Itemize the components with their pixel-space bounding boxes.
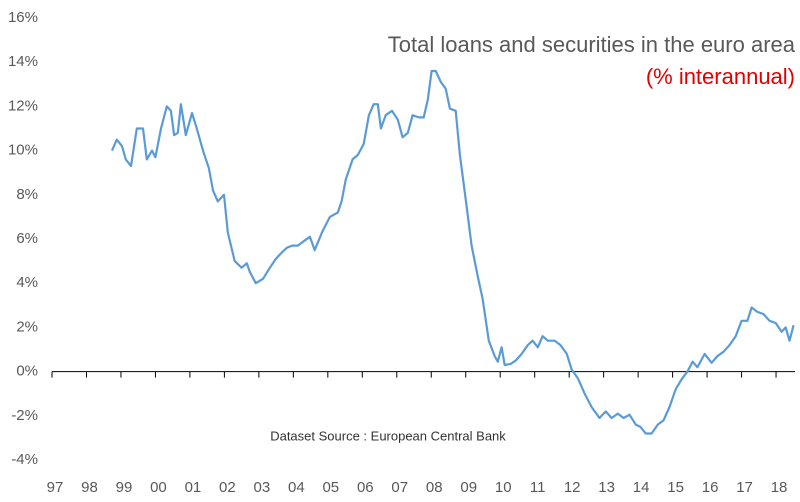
y-tick-label: 2%	[16, 318, 38, 335]
x-tick-label: 09	[460, 479, 477, 496]
x-tick-label: 99	[116, 479, 133, 496]
x-tick-label: 12	[564, 479, 581, 496]
y-tick-label: -2%	[11, 407, 38, 424]
y-tick-label: 10%	[8, 142, 38, 159]
x-tick-label: 11	[530, 479, 546, 496]
x-tick-label: 00	[150, 479, 167, 496]
x-tick-label: 18	[771, 479, 788, 496]
x-tick-label: 17	[736, 479, 753, 496]
y-tick-label: 4%	[16, 274, 38, 291]
x-tick-label: 15	[667, 479, 684, 496]
y-tick-label: 14%	[8, 53, 38, 70]
x-tick-label: 04	[288, 479, 305, 496]
x-tick-label: 08	[426, 479, 443, 496]
x-tick-label: 10	[495, 479, 512, 496]
x-tick-label: 16	[702, 479, 719, 496]
x-tick-label: 06	[357, 479, 374, 496]
x-tick-label: 01	[185, 479, 202, 496]
y-tick-label: 12%	[8, 97, 38, 114]
x-tick-label: 97	[47, 479, 64, 496]
y-tick-label: 8%	[16, 186, 38, 203]
data-line	[110, 69, 795, 435]
y-tick-label: 6%	[16, 230, 38, 247]
x-tick-label: 13	[598, 479, 615, 496]
y-tick-label: 0%	[16, 363, 38, 380]
x-tick-label: 07	[391, 479, 408, 496]
chart-subtitle: (% interannual)	[646, 64, 795, 89]
x-tick-label: 14	[633, 479, 650, 496]
x-tick-label: 98	[81, 479, 98, 496]
source-note: Dataset Source : European Central Bank	[270, 428, 506, 443]
x-tick-label: 05	[322, 479, 339, 496]
y-tick-label: -4%	[11, 451, 38, 468]
chart-title: Total loans and securities in the euro a…	[388, 32, 796, 57]
y-tick-label: 16%	[8, 9, 38, 26]
x-tick-label: 03	[254, 479, 271, 496]
x-tick-label: 02	[219, 479, 236, 496]
